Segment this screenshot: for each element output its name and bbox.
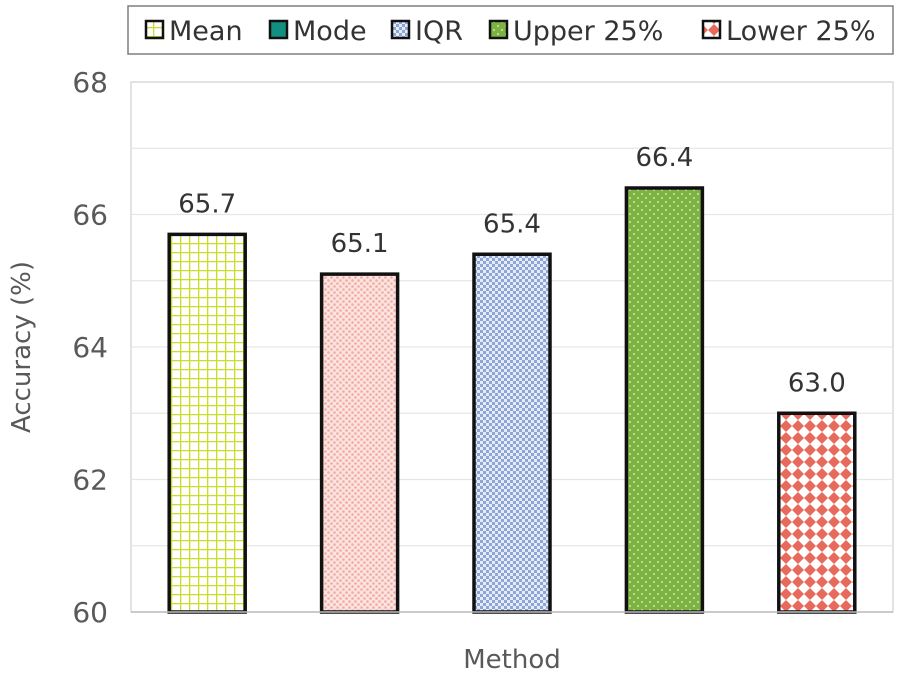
bar-mode (319, 272, 400, 614)
legend-swatch (390, 19, 411, 40)
bar-iqr (472, 252, 552, 614)
data-label: 63.0 (788, 368, 846, 398)
y-tick-label: 64 (72, 331, 108, 364)
data-label: 65.7 (178, 189, 236, 219)
bar-upper-25 (624, 186, 705, 614)
legend: Mean Mode IQR Upper 25% Lower 25% (127, 5, 894, 55)
y-axis-title: Accuracy (%) (7, 261, 37, 433)
legend-entry: Mode (293, 16, 367, 47)
legend-swatch (488, 19, 509, 40)
data-label: 65.1 (331, 229, 389, 259)
y-tick-label: 68 (72, 66, 108, 99)
legend-box (127, 5, 894, 55)
data-label: 66.4 (635, 143, 693, 173)
data-labels: 65.7 65.1 65.4 66.4 63.0 (178, 143, 845, 398)
data-label: 65.4 (483, 209, 541, 239)
x-axis-title: Method (463, 645, 561, 675)
y-axis-ticks: 60 62 64 66 68 (72, 66, 108, 629)
y-tick-label: 62 (72, 464, 108, 497)
legend-entry: Lower 25% (726, 16, 875, 47)
bars (167, 186, 857, 614)
y-tick-label: 60 (72, 596, 108, 629)
legend-entry: Mean (169, 16, 243, 47)
bar-lower-25 (777, 411, 857, 614)
legend-swatch (701, 19, 722, 40)
legend-entry: IQR (415, 16, 463, 47)
legend-entry: Upper 25% (513, 16, 663, 47)
bar-mean (167, 232, 247, 614)
legend-swatch (144, 19, 165, 40)
y-tick-label: 66 (72, 199, 108, 232)
legend-swatch (268, 19, 289, 40)
